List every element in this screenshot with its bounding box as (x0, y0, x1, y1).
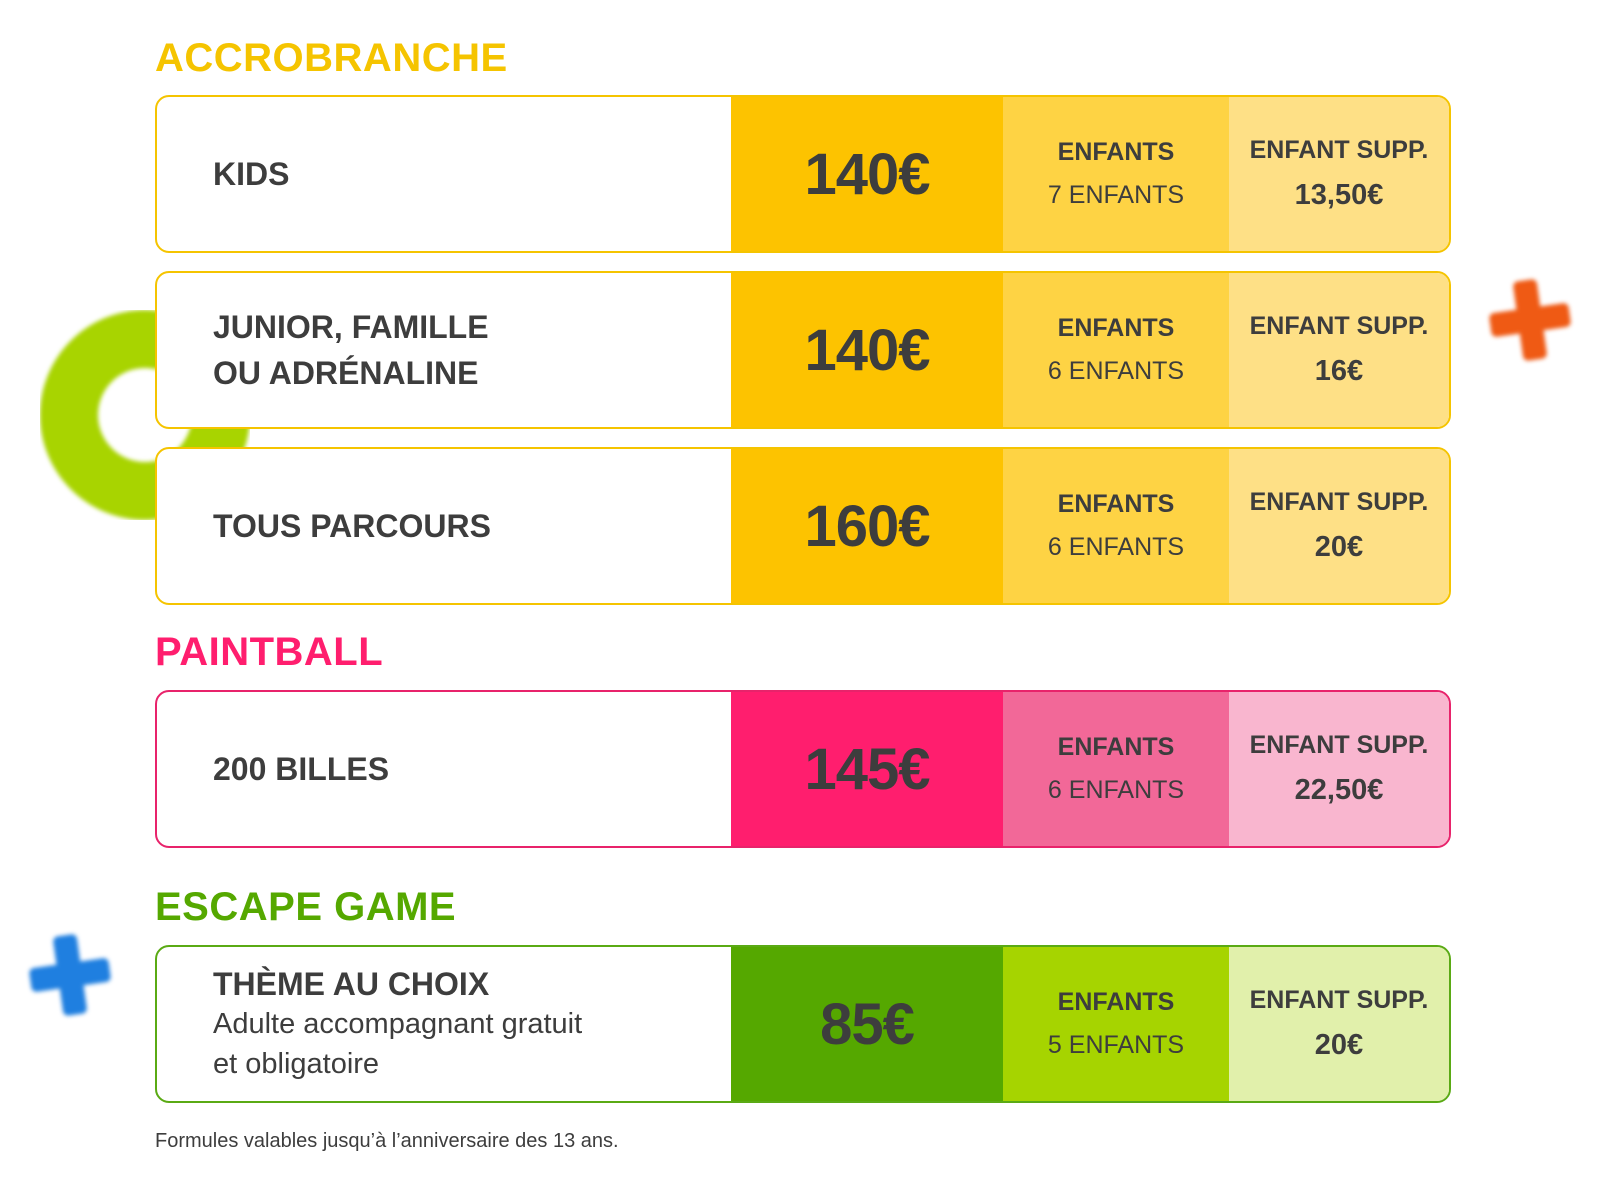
offer-row-kids: KIDS 140€ ENFANTS 7 ENFANTS ENFANT SUPP. 1… (155, 95, 1451, 253)
offer-price: 85€ (731, 947, 1003, 1101)
kids-count: 6 ENFANTS (1047, 357, 1185, 385)
offer-name: JUNIOR, FAMILLE OU ADRÉNALINE (213, 309, 489, 391)
kids-heading: ENFANTS (1057, 314, 1175, 342)
offer-name: KIDS (213, 156, 290, 192)
offer-name: TOUS PARCOURS (213, 508, 491, 544)
extra-child-heading: ENFANT SUPP. (1249, 312, 1429, 340)
offer-price: 160€ (731, 449, 1003, 603)
kids-count: 6 ENFANTS (1047, 776, 1185, 804)
extra-child-price: 13,50€ (1294, 179, 1384, 211)
offer-price: 145€ (731, 692, 1003, 846)
extra-child-heading: ENFANT SUPP. (1249, 731, 1429, 759)
section-title-escape-game: ESCAPE GAME (155, 885, 457, 929)
extra-child-price: 20€ (1314, 531, 1364, 563)
extra-child-price: 22,50€ (1294, 774, 1384, 806)
kids-heading: ENFANTS (1057, 490, 1175, 518)
offer-row-tous-parcours: TOUS PARCOURS 160€ ENFANTS 6 ENFANTS ENFA… (155, 447, 1451, 605)
kids-heading: ENFANTS (1057, 988, 1175, 1016)
offer-name: THÈME AU CHOIX (213, 966, 490, 1002)
blue-plus-icon (25, 930, 115, 1020)
kids-count: 5 ENFANTS (1047, 1031, 1185, 1059)
offer-price: 140€ (731, 97, 1003, 251)
orange-plus-icon (1485, 275, 1575, 365)
kids-count: 6 ENFANTS (1047, 533, 1185, 561)
extra-child-heading: ENFANT SUPP. (1249, 136, 1429, 164)
extra-child-price: 16€ (1314, 355, 1364, 387)
kids-heading: ENFANTS (1057, 733, 1175, 761)
offer-note: Adulte accompagnant gratuit et obligatoi… (213, 1008, 583, 1080)
offer-row-junior: JUNIOR, FAMILLE OU ADRÉNALINE 140€ ENFAN… (155, 271, 1451, 429)
offer-row-theme-au-choix: THÈME AU CHOIX Adulte accompagnant gratu… (155, 945, 1451, 1103)
kids-count: 7 ENFANTS (1047, 181, 1185, 209)
section-title-accrobranche: ACCROBRANCHE (155, 36, 508, 80)
extra-child-heading: ENFANT SUPP. (1249, 986, 1429, 1014)
offer-row-200-billes: 200 BILLES 145€ ENFANTS 6 ENFANTS ENFANT … (155, 690, 1451, 848)
offer-name: 200 BILLES (213, 751, 390, 787)
kids-heading: ENFANTS (1057, 138, 1175, 166)
section-title-paintball: PAINTBALL (155, 630, 384, 674)
extra-child-price: 20€ (1314, 1029, 1364, 1061)
extra-child-heading: ENFANT SUPP. (1249, 488, 1429, 516)
footnote: Formules valables jusqu’à l’anniversaire… (155, 1130, 619, 1152)
offer-price: 140€ (731, 273, 1003, 427)
